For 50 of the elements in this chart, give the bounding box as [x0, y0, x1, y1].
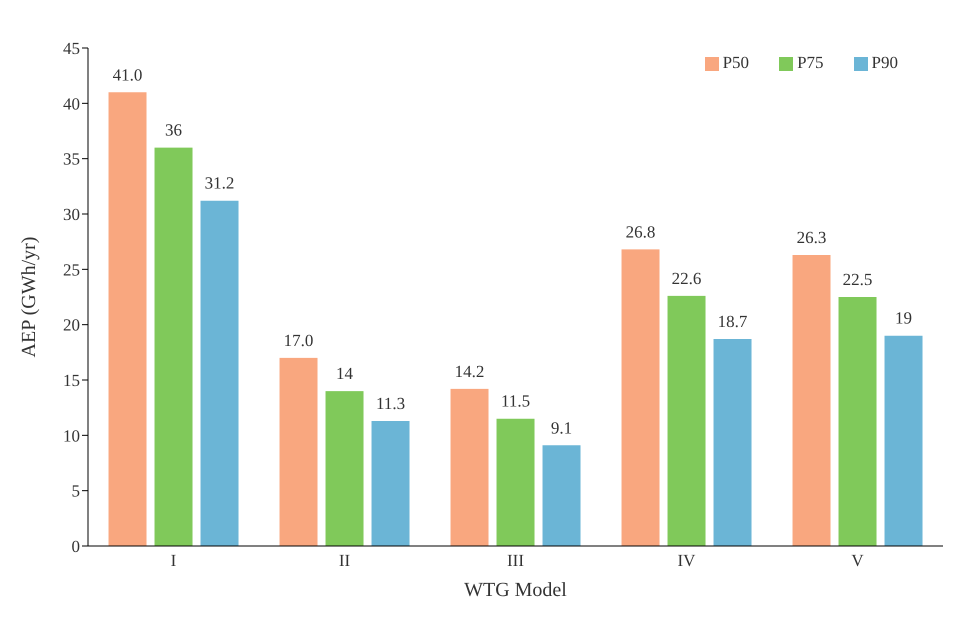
bar	[838, 297, 877, 546]
bar	[280, 358, 318, 546]
legend-label: P75	[797, 53, 824, 72]
y-tick-label: 45	[63, 39, 80, 58]
bar	[884, 336, 923, 546]
y-tick-label: 0	[72, 537, 80, 556]
y-tick-label: 5	[72, 482, 80, 501]
bar	[714, 339, 752, 546]
bar	[542, 445, 581, 546]
x-tick-label: III	[507, 551, 524, 570]
data-label: 36	[165, 120, 182, 140]
data-label: 11.3	[376, 394, 406, 413]
data-label: 31.2	[204, 174, 234, 193]
data-label: 26.8	[626, 222, 656, 242]
bar	[154, 148, 193, 546]
bar	[200, 200, 239, 546]
bar	[450, 388, 489, 546]
y-tick-label: 25	[63, 260, 80, 280]
data-label: 18.7	[718, 312, 748, 332]
y-axis-title: AEP (GWh/yr)	[18, 236, 40, 358]
data-label: 17.0	[284, 330, 314, 350]
x-tick-label: II	[338, 551, 350, 570]
bar	[622, 249, 660, 546]
x-tick-label: I	[170, 551, 177, 570]
data-label: 11.5	[500, 392, 530, 411]
data-label: 14.2	[454, 362, 484, 381]
bar	[372, 420, 410, 546]
legend-label: P90	[872, 53, 898, 72]
x-tick-label: IV	[678, 551, 696, 570]
data-label: 19	[895, 308, 912, 328]
data-label: 26.3	[796, 228, 826, 247]
y-tick-label: 40	[63, 94, 80, 114]
bar	[792, 254, 831, 546]
bar	[108, 92, 147, 546]
legend-label: P50	[722, 53, 750, 72]
data-label: 41.0	[112, 65, 142, 84]
y-tick-label: 35	[63, 150, 80, 169]
data-label: 22.6	[672, 268, 702, 288]
y-tick-label: 30	[63, 205, 80, 224]
data-label: 9.1	[550, 418, 572, 438]
x-axis-title: WTG Model	[464, 579, 568, 601]
data-label: 22.5	[842, 270, 872, 289]
bar	[326, 391, 364, 546]
x-tick-label: V	[851, 551, 864, 570]
bar	[668, 296, 706, 546]
y-tick-label: 20	[63, 316, 80, 335]
y-tick-label: 10	[63, 426, 80, 446]
data-label: 14	[336, 364, 354, 384]
y-tick-label: 15	[63, 371, 80, 390]
bar	[496, 418, 535, 546]
